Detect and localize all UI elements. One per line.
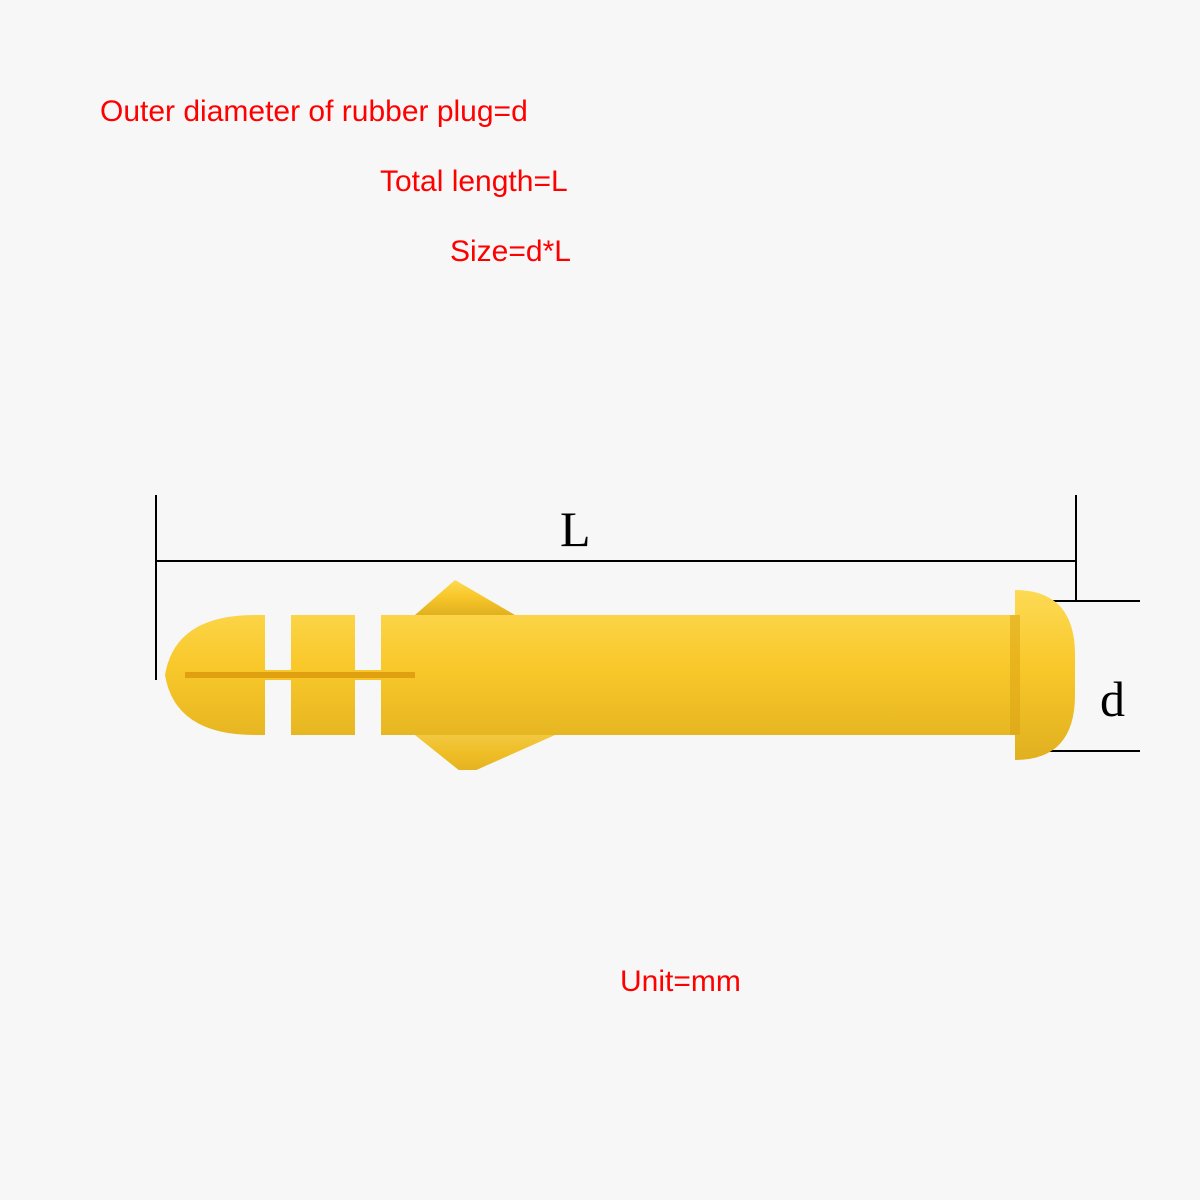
dim-label-d: d (1100, 670, 1125, 728)
label-length: Total length=L (380, 165, 568, 199)
label-unit: Unit=mm (620, 965, 741, 999)
label-size: Size=d*L (450, 235, 571, 269)
rubber-plug-diagram (155, 580, 1075, 770)
label-diameter: Outer diameter of rubber plug=d (100, 95, 528, 129)
dim-line-L (155, 560, 1075, 562)
dim-ext-L-right (1075, 495, 1077, 600)
dim-label-L: L (560, 500, 591, 558)
